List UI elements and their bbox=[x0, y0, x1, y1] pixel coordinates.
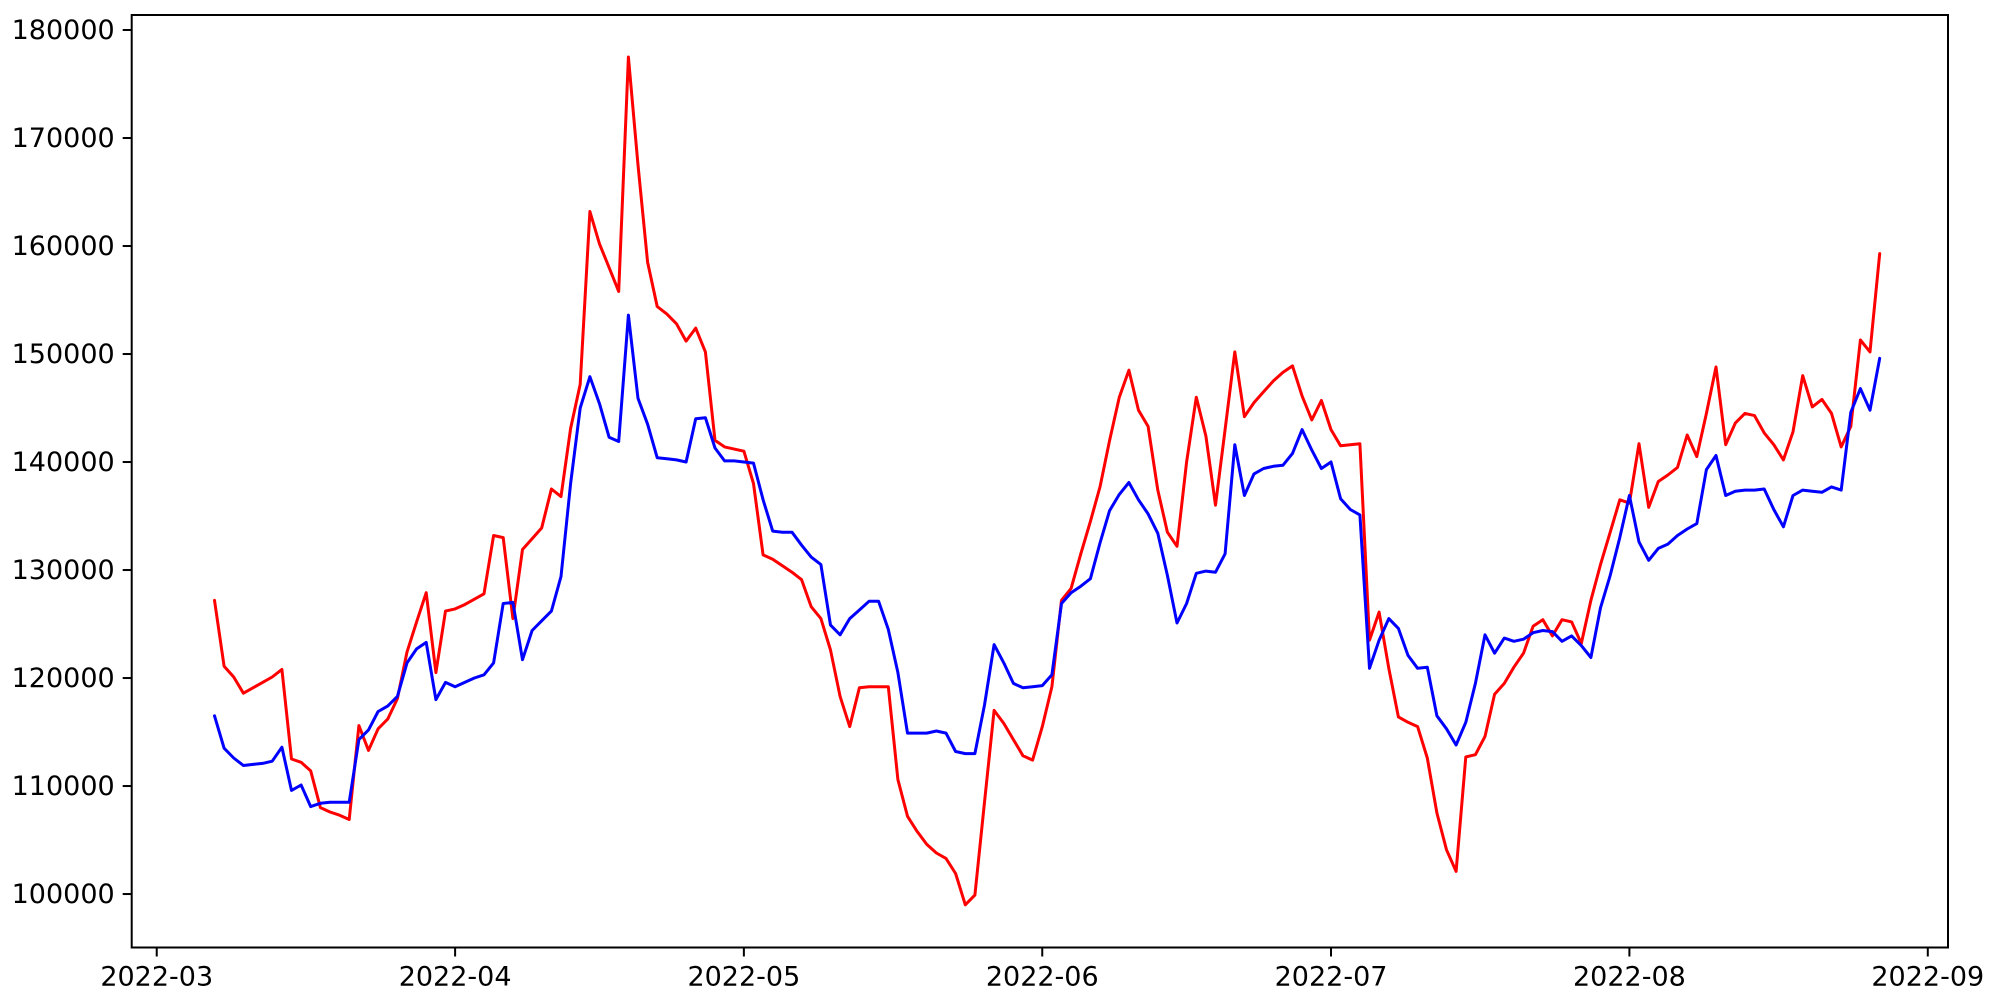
y-tick-label: 180000 bbox=[12, 15, 115, 46]
x-tick-label: 2022-08 bbox=[1573, 962, 1686, 993]
x-tick-label: 2022-05 bbox=[687, 962, 800, 993]
x-tick-label: 2022-09 bbox=[1871, 962, 1984, 993]
y-tick-label: 150000 bbox=[12, 339, 115, 370]
red-series-line bbox=[213, 55, 1882, 907]
y-tick-label: 100000 bbox=[12, 879, 115, 910]
y-tick-label: 130000 bbox=[12, 555, 115, 586]
x-tick-label: 2022-06 bbox=[986, 962, 1099, 993]
y-axis: 100000 110000 120000 130000 140000 150000 1600… bbox=[12, 15, 132, 910]
x-tick-label: 2022-07 bbox=[1275, 962, 1388, 993]
y-tick-label: 160000 bbox=[12, 231, 115, 262]
blue-series-line bbox=[213, 313, 1882, 809]
y-tick-label: 110000 bbox=[12, 771, 115, 802]
plot-frame bbox=[130, 14, 1950, 949]
y-tick-label: 140000 bbox=[12, 447, 115, 478]
y-tick-label: 170000 bbox=[12, 123, 115, 154]
y-tick-label: 120000 bbox=[12, 663, 115, 694]
plot-area bbox=[130, 14, 1950, 949]
series-group bbox=[213, 55, 1882, 907]
x-axis: 2022-03 2022-04 2022-05 2022-06 2022-07 2022-… bbox=[100, 947, 1984, 993]
x-tick-label: 2022-03 bbox=[100, 962, 213, 993]
x-tick-label: 2022-04 bbox=[399, 962, 512, 993]
